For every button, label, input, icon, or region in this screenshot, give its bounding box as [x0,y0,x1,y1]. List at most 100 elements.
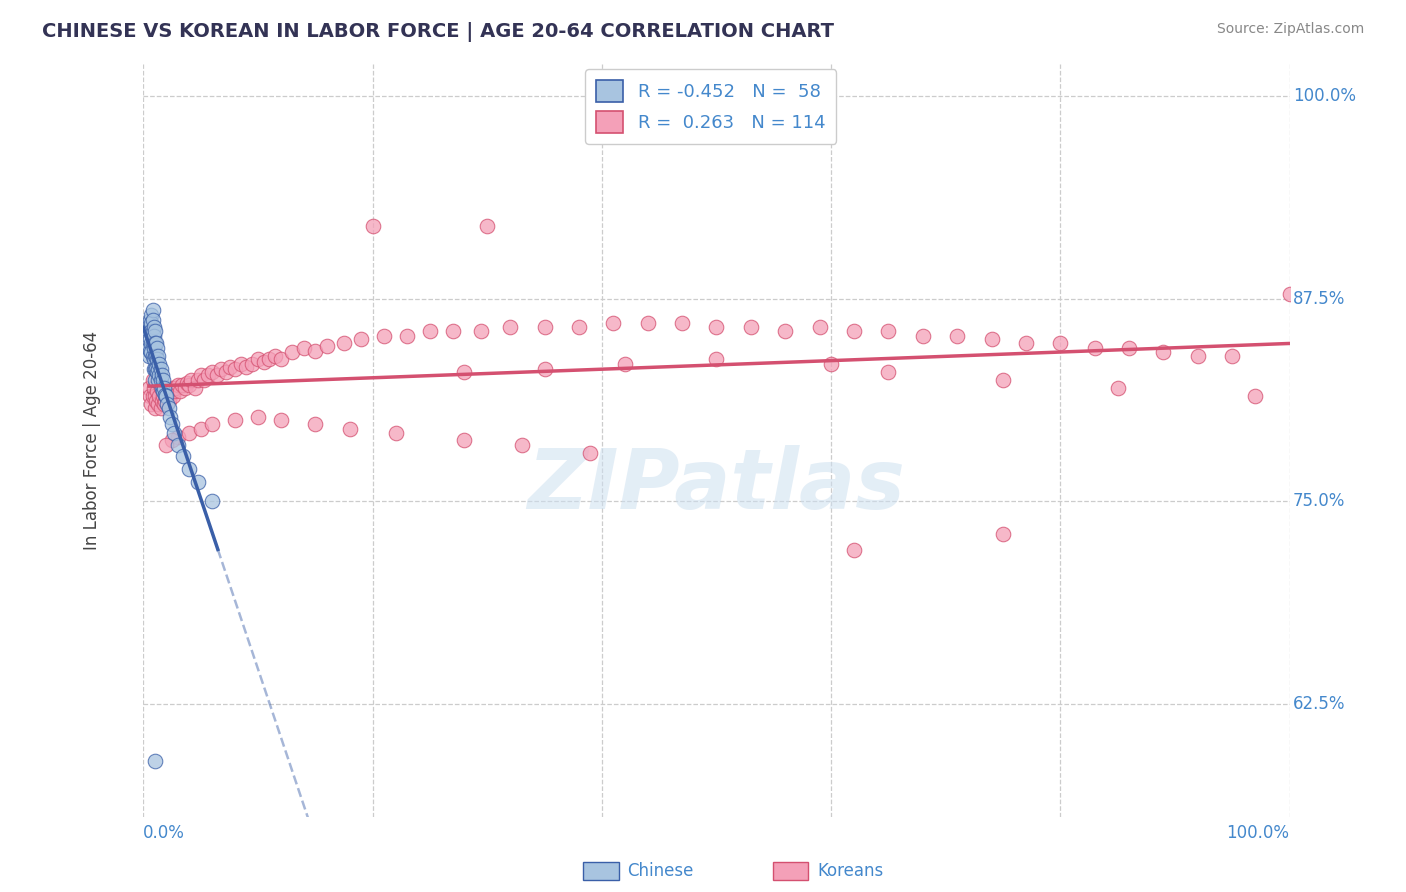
Point [142,381,165,395]
Point [160,417,183,431]
Point [145,394,167,409]
Point [152,373,174,387]
Point [148,361,170,376]
Point [808,319,831,334]
Point [146,384,169,399]
Point [139,313,162,327]
Text: Koreans: Koreans [817,862,883,880]
Point [350,333,373,347]
Point [510,438,533,452]
Point [253,355,276,369]
Point [165,381,187,395]
Point [141,397,163,411]
Point [499,319,522,334]
Point [1015,335,1038,350]
Point [141,308,163,322]
Point [184,381,207,395]
Point [187,373,209,387]
Point [201,365,224,379]
Point [157,401,180,415]
Point [209,361,232,376]
Point [304,417,326,431]
Point [142,341,165,355]
Point [270,351,292,366]
Point [141,313,163,327]
Point [141,389,163,403]
Text: 100.0%: 100.0% [1294,87,1355,105]
Text: 100.0%: 100.0% [1226,824,1289,842]
Point [991,527,1014,541]
Point [453,365,475,379]
Point [163,426,186,441]
Point [1118,341,1140,355]
Point [148,373,170,387]
Point [141,325,163,339]
Point [155,438,177,452]
Point [176,376,198,391]
Point [991,373,1014,387]
Point [419,325,441,339]
Point [150,368,173,383]
Point [150,381,173,395]
Point [842,543,865,558]
Point [470,325,492,339]
Point [740,319,762,334]
Point [142,361,165,376]
Point [149,401,172,415]
Point [157,394,180,409]
Point [877,365,900,379]
Point [240,357,263,371]
Point [138,341,160,355]
Point [149,373,172,387]
Point [706,351,728,366]
Point [1220,349,1243,363]
Point [246,410,269,425]
Text: 62.5%: 62.5% [1294,695,1346,713]
Point [166,377,188,392]
Point [205,368,228,383]
Point [152,384,174,399]
Text: 0.0%: 0.0% [143,824,186,842]
Point [142,319,165,334]
Point [141,325,163,339]
Point [361,219,384,233]
Point [1153,345,1175,359]
Point [166,438,188,452]
Point [143,401,166,415]
Point [980,333,1002,347]
Point [160,433,183,447]
Point [1049,335,1071,350]
Point [190,421,212,435]
Point [155,389,177,403]
Point [139,343,162,358]
Point [153,394,176,409]
Point [141,373,163,387]
Point [190,368,212,383]
Point [153,397,176,411]
Point [160,381,183,395]
Point [143,754,166,768]
Point [139,333,162,347]
Point [172,377,194,392]
Point [146,351,169,366]
Point [304,343,326,358]
Point [162,389,184,403]
Point [671,316,693,330]
Legend: R = -0.452   N =  58, R =  0.263   N = 114: R = -0.452 N = 58, R = 0.263 N = 114 [585,70,837,145]
Point [579,446,602,460]
Point [292,341,315,355]
Point [246,351,269,366]
Point [141,349,163,363]
Point [149,361,172,376]
Point [193,373,215,387]
Point [160,384,183,399]
Point [138,381,160,395]
Text: Source: ZipAtlas.com: Source: ZipAtlas.com [1216,22,1364,37]
Point [142,351,165,366]
Point [533,319,555,334]
Point [1278,287,1301,301]
Text: ZIPatlas: ZIPatlas [527,445,905,526]
Point [1084,341,1107,355]
Point [143,325,166,339]
Point [148,349,170,363]
